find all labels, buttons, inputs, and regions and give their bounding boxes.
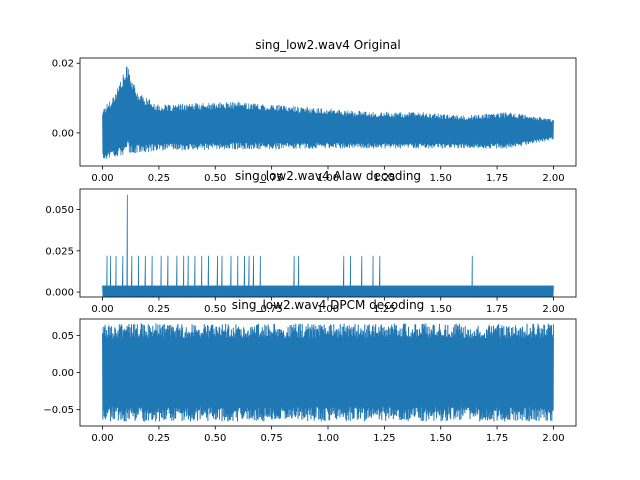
- plot-area-dpcm: 0.00 0.25 0.50 0.75 1.00 1.25 1.50 1.75 2.00 −0.0…: [43, 318, 577, 444]
- plot-area-alaw: 0.00 0.25 0.50 0.75 1.00 1.25 1.50 1.75 2.00 0.00…: [45, 188, 577, 315]
- signal-line-alaw: [102, 194, 554, 298]
- x-tick-label: 2.00: [542, 433, 564, 444]
- x-tick-label: 1.50: [430, 433, 452, 444]
- x-tick-label: 0.75: [261, 433, 283, 444]
- subplot-title-original: sing_low2.wav4 Original: [255, 38, 400, 52]
- subplot-original: sing_low2.wav4 Original 0.00 0.25 0.50 0.75…: [52, 38, 577, 184]
- subplot-title-dpcm: sing_low2.wav4 DPCM decoding: [232, 298, 425, 312]
- subplot-dpcm: 0.00 0.25 0.50 0.75 1.00 1.25 1.50 1.75 2.00 −0.0…: [43, 298, 577, 444]
- x-tick-label: 1.25: [373, 433, 395, 444]
- y-tick-label: 0.00: [52, 128, 74, 139]
- y-tick-label: 0.025: [45, 246, 74, 257]
- x-tick-label: 0.50: [204, 304, 226, 315]
- x-tick-label: 0.00: [91, 304, 113, 315]
- x-tick-label: 0.75: [261, 173, 283, 184]
- y-tick-label: 0.05: [52, 331, 74, 342]
- x-tick-label: 0.25: [148, 304, 170, 315]
- x-tick-label: 2.00: [542, 304, 564, 315]
- x-tick-label: 1.25: [373, 304, 395, 315]
- x-tick-label: 1.25: [373, 173, 395, 184]
- x-tick-label: 0.75: [261, 304, 283, 315]
- signal-line-dpcm: [102, 323, 554, 422]
- x-tick-label: 0.25: [148, 433, 170, 444]
- x-tick-label: 1.75: [486, 304, 508, 315]
- x-tick-label: 0.50: [204, 433, 226, 444]
- x-tick-label: 1.50: [430, 173, 452, 184]
- x-tick-label: 1.75: [486, 433, 508, 444]
- x-tick-label: 0.00: [91, 173, 113, 184]
- x-tick-label: 1.00: [317, 173, 339, 184]
- x-tick-label: 0.50: [204, 173, 226, 184]
- y-tick-label: −0.05: [43, 405, 74, 416]
- y-tick-label: 0.02: [52, 59, 74, 70]
- x-tick-label: 1.00: [317, 304, 339, 315]
- x-tick-label: 2.00: [542, 173, 564, 184]
- x-tick-label: 1.00: [317, 433, 339, 444]
- y-tick-label: 0.050: [45, 205, 74, 216]
- x-tick-label: 0.00: [91, 433, 113, 444]
- plot-area-original: 0.00 0.25 0.50 0.75 1.00 1.25 1.50 1.75 2.00 0.00…: [52, 57, 577, 184]
- x-tick-label: 1.75: [486, 173, 508, 184]
- x-tick-label: 1.50: [430, 304, 452, 315]
- subplot-title-alaw: sing_low2.wav4 Alaw decoding: [235, 169, 421, 183]
- y-tick-label: 0.00: [52, 368, 74, 379]
- y-tick-label: 0.000: [45, 288, 74, 299]
- subplot-alaw: 0.00 0.25 0.50 0.75 1.00 1.25 1.50 1.75 2.00 0.00…: [45, 169, 577, 315]
- x-tick-label: 0.25: [148, 173, 170, 184]
- signal-line-original: [102, 66, 554, 159]
